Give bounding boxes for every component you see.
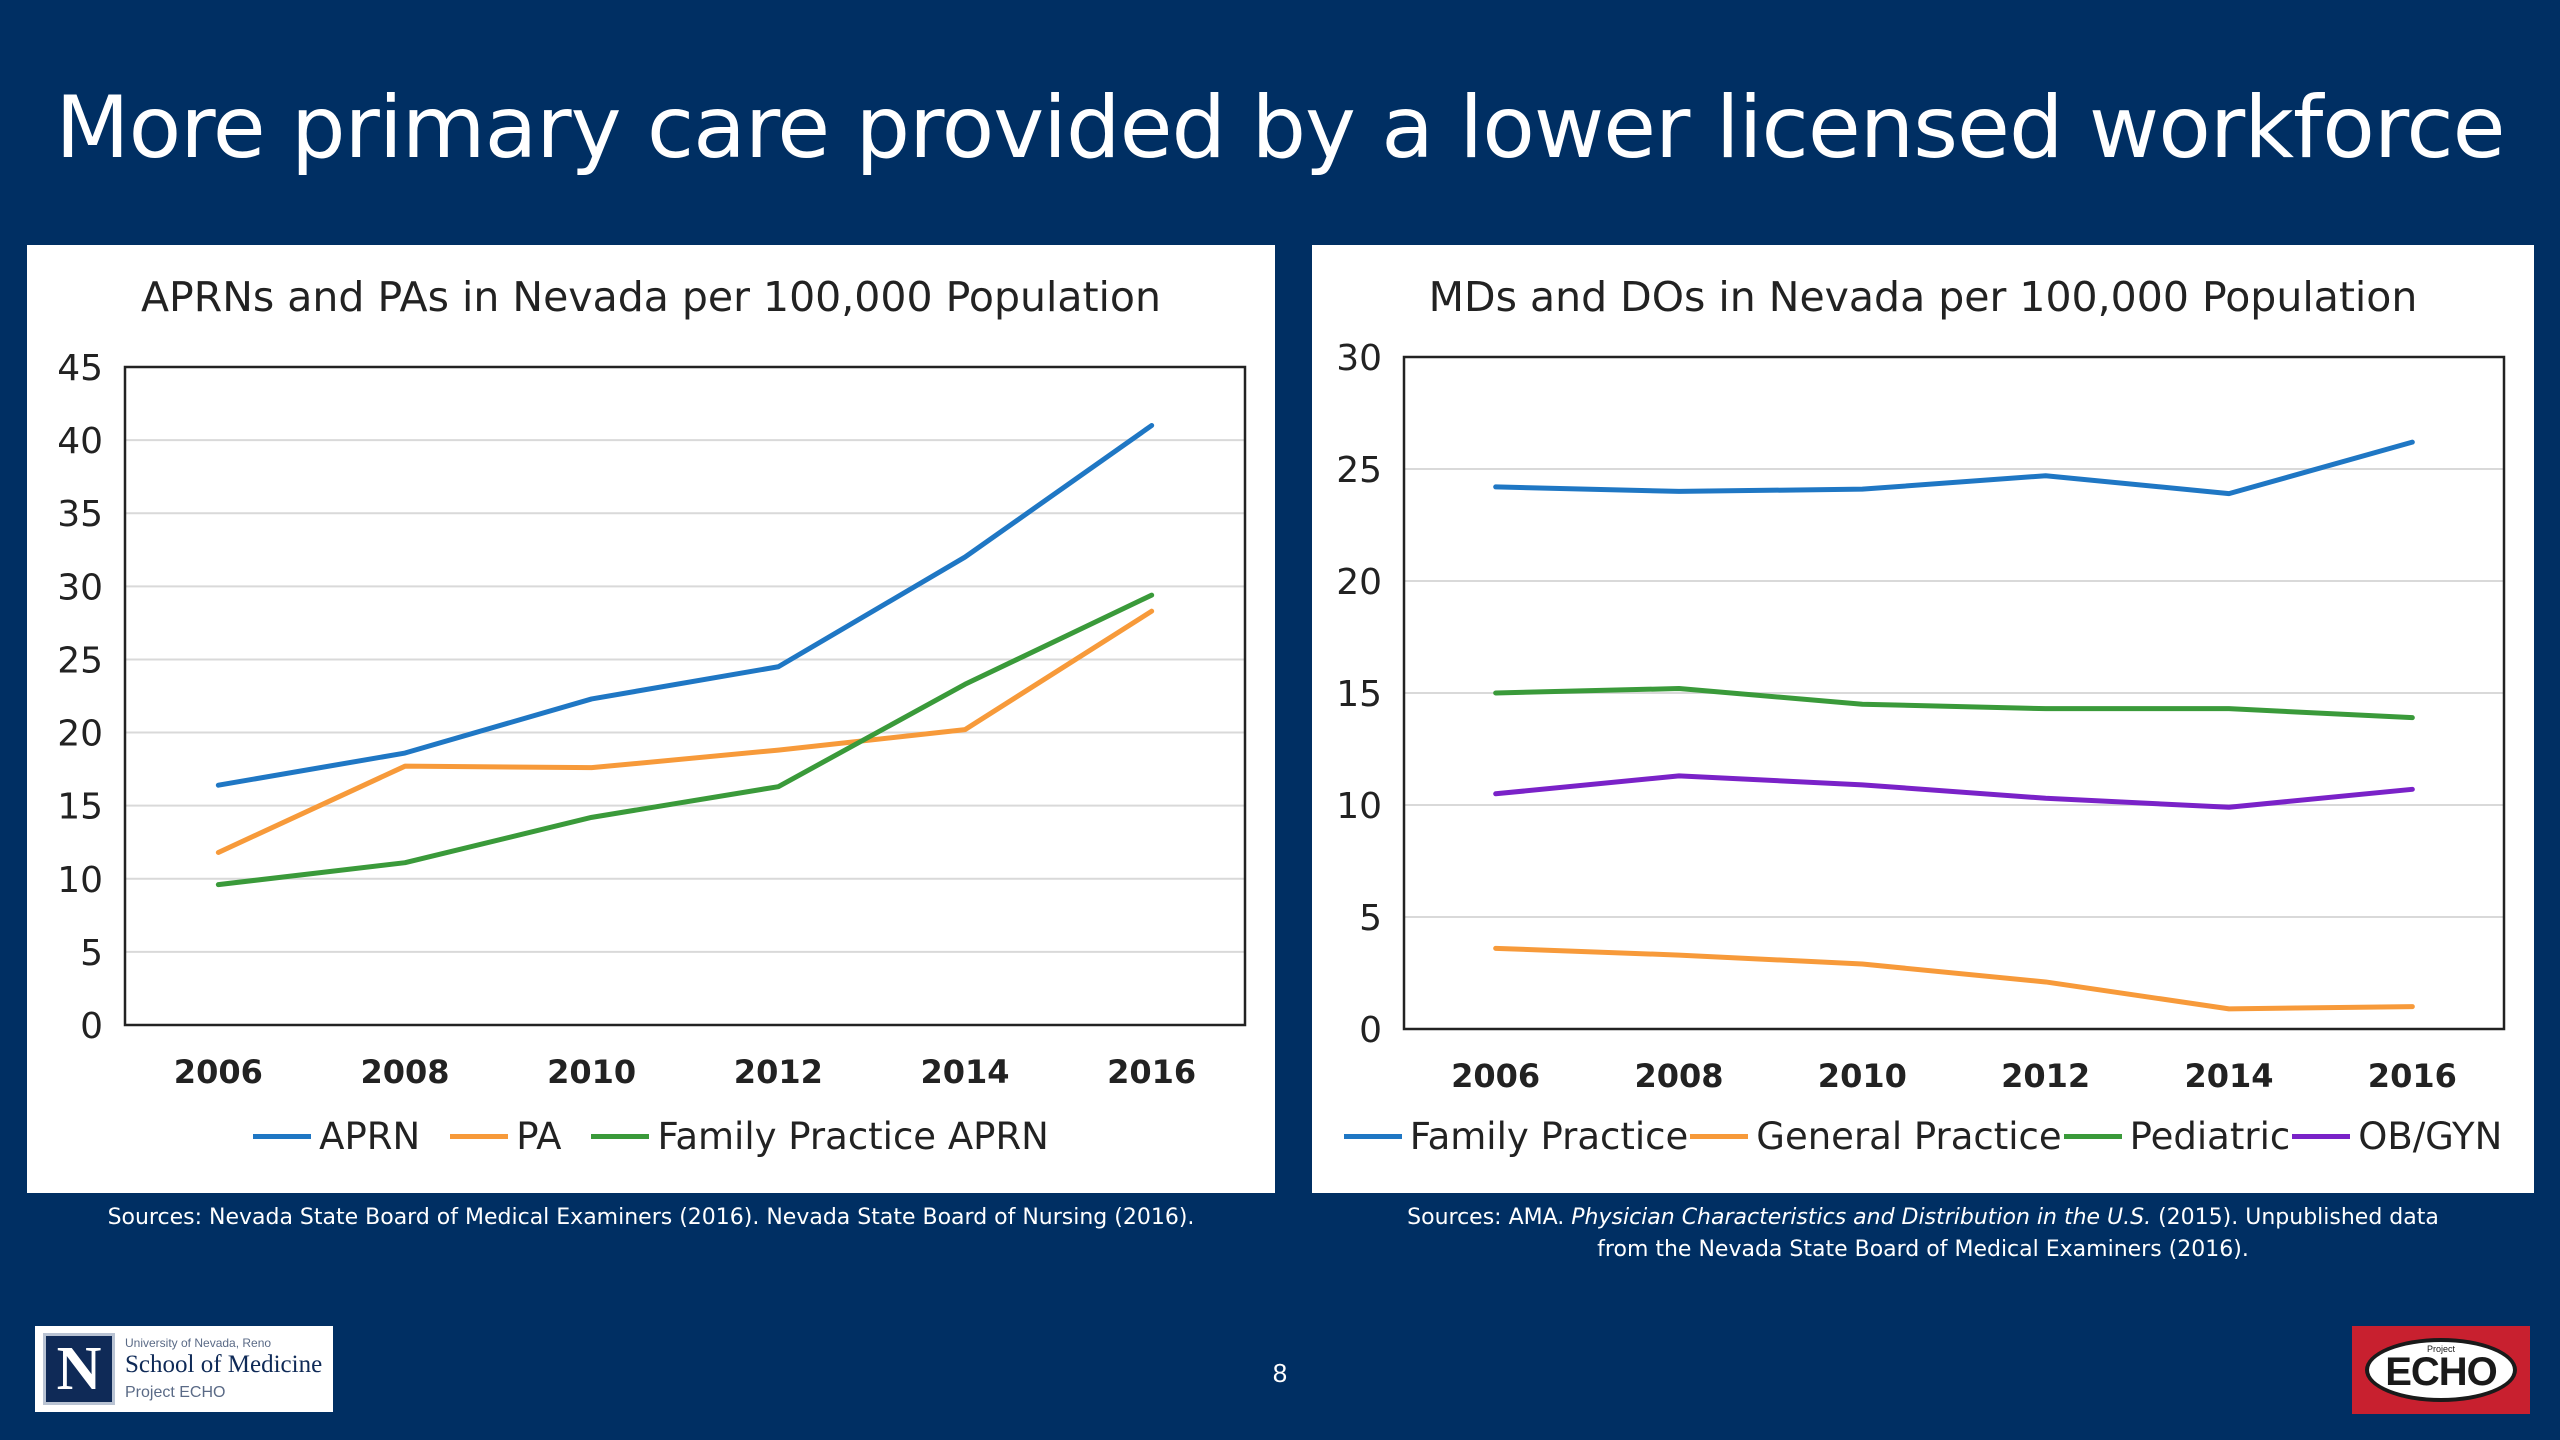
chart-panel-md-do: MDs and DOs in Nevada per 100,000 Popula… bbox=[1312, 245, 2534, 1193]
legend-item: OB/GYN bbox=[2292, 1115, 2502, 1158]
plot-area-border bbox=[123, 365, 1247, 1027]
chart-panel-aprn-pa: APRNs and PAs in Nevada per 100,000 Popu… bbox=[27, 245, 1275, 1193]
logo-school-name: School of Medicine bbox=[125, 1351, 323, 1378]
x-tick-label: 2016 bbox=[1107, 1053, 1196, 1091]
x-tick-label: 2012 bbox=[734, 1053, 823, 1091]
x-tick-label: 2008 bbox=[1634, 1057, 1723, 1095]
x-tick-label: 2010 bbox=[547, 1053, 636, 1091]
y-tick-label: 5 bbox=[80, 933, 103, 974]
legend-item: General Practice bbox=[1690, 1115, 2062, 1158]
legend-item: Family Practice APRN bbox=[591, 1115, 1049, 1158]
y-tick-label: 30 bbox=[57, 567, 103, 608]
y-tick-label: 15 bbox=[57, 787, 103, 828]
legend-label: OB/GYN bbox=[2358, 1115, 2503, 1158]
chart-aprn-pa-svg: 0 5 10 15 20 25 30 35 40 45 2006 2008 2010 2012 2014 20… bbox=[57, 348, 1247, 1091]
y-tick-label: 5 bbox=[1359, 898, 1382, 939]
y-tick-label: 10 bbox=[1336, 786, 1382, 827]
project-echo-logo: Project ECHO bbox=[2352, 1326, 2530, 1414]
legend-label: PA bbox=[516, 1115, 562, 1158]
legend-label: Pediatric bbox=[2129, 1115, 2291, 1158]
sources-right-line2: from the Nevada State Board of Medical E… bbox=[1597, 1237, 2249, 1262]
legend-item: PA bbox=[450, 1115, 561, 1158]
unr-school-of-medicine-logo: N University of Nevada, Reno School of M… bbox=[35, 1326, 333, 1412]
y-tick-label: 10 bbox=[57, 860, 103, 901]
y-tick-label: 40 bbox=[57, 421, 103, 462]
y-tick-label: 45 bbox=[57, 348, 103, 389]
y-tick-label: 25 bbox=[57, 640, 103, 681]
y-tick-label: 0 bbox=[80, 1006, 103, 1047]
series-line-aprn bbox=[215, 422, 1155, 788]
chart-title: MDs and DOs in Nevada per 100,000 Popula… bbox=[1428, 273, 2418, 321]
x-tick-label: 2012 bbox=[2001, 1057, 2090, 1095]
y-tick-label: 25 bbox=[1336, 450, 1382, 491]
y-tick-label: 20 bbox=[57, 714, 103, 755]
logo-program-name: Project ECHO bbox=[125, 1384, 226, 1401]
legend-swatch bbox=[2063, 1134, 2122, 1139]
legend-item: APRN bbox=[253, 1115, 420, 1158]
legend-label: Family Practice bbox=[1409, 1115, 1689, 1158]
y-tick-label: 20 bbox=[1336, 562, 1382, 603]
series-line-general-practice bbox=[1493, 945, 2415, 1012]
x-tick-label: 2014 bbox=[2184, 1057, 2273, 1095]
legend-swatch bbox=[253, 1134, 312, 1139]
echo-small-text: Project bbox=[2426, 1344, 2455, 1354]
chart-legend: APRN PA Family Practice APRN bbox=[27, 1115, 1275, 1158]
series-line-pediatric bbox=[1493, 686, 2415, 721]
echo-oval-icon: Project ECHO bbox=[2365, 1338, 2517, 1402]
x-tick-label: 2010 bbox=[1818, 1057, 1907, 1095]
legend-item: Pediatric bbox=[2063, 1115, 2291, 1158]
chart-legend: Family Practice General Practice Pediatric… bbox=[1312, 1115, 2534, 1158]
logo-university-name: University of Nevada, Reno bbox=[125, 1336, 272, 1350]
sources-right-italic: Physician Characteristics and Distributi… bbox=[1571, 1205, 2152, 1230]
sources-left: Sources: Nevada State Board of Medical E… bbox=[107, 1205, 1195, 1230]
sources-right-suffix: (2015). Unpublished data bbox=[2151, 1205, 2439, 1230]
unr-n-icon: N bbox=[43, 1333, 115, 1405]
sources-right-prefix: Sources: AMA. bbox=[1407, 1205, 1572, 1230]
legend-swatch bbox=[1343, 1134, 1402, 1139]
legend-label: General Practice bbox=[1756, 1115, 2062, 1158]
x-tick-label: 2008 bbox=[360, 1053, 449, 1091]
legend-swatch bbox=[2292, 1134, 2351, 1139]
slide-title: More primary care provided by a lower li… bbox=[55, 78, 2505, 178]
legend-item: Family Practice bbox=[1343, 1115, 1689, 1158]
legend-swatch bbox=[1690, 1134, 1749, 1139]
y-tick-label: 15 bbox=[1336, 674, 1382, 715]
y-tick-label: 35 bbox=[57, 494, 103, 535]
legend-label: Family Practice APRN bbox=[657, 1115, 1049, 1158]
echo-text: ECHO bbox=[2385, 1349, 2498, 1394]
y-tick-label: 0 bbox=[1359, 1010, 1382, 1051]
legend-swatch bbox=[591, 1134, 650, 1139]
page-number: 8 bbox=[1272, 1358, 1288, 1388]
sources-right: Sources: AMA. Physician Characteristics … bbox=[1312, 1202, 2534, 1266]
legend-swatch bbox=[450, 1134, 509, 1139]
plot-area-border bbox=[1402, 355, 2506, 1031]
chart-md-do-svg: 0 5 10 15 20 25 30 2006 2008 2010 2012 2014 2016 bbox=[1336, 338, 2506, 1095]
chart-title: APRNs and PAs in Nevada per 100,000 Popu… bbox=[140, 273, 1162, 321]
series-line-ob-gyn bbox=[1493, 773, 2415, 810]
x-tick-label: 2014 bbox=[920, 1053, 1009, 1091]
x-tick-label: 2006 bbox=[174, 1053, 263, 1091]
series-line-pa bbox=[215, 608, 1155, 855]
series-line-family-practice-aprn bbox=[215, 592, 1155, 888]
series-line-family-practice bbox=[1493, 439, 2415, 497]
legend-label: APRN bbox=[319, 1115, 421, 1158]
y-tick-label: 30 bbox=[1336, 338, 1382, 379]
x-tick-label: 2006 bbox=[1451, 1057, 1540, 1095]
x-tick-label: 2016 bbox=[2368, 1057, 2457, 1095]
